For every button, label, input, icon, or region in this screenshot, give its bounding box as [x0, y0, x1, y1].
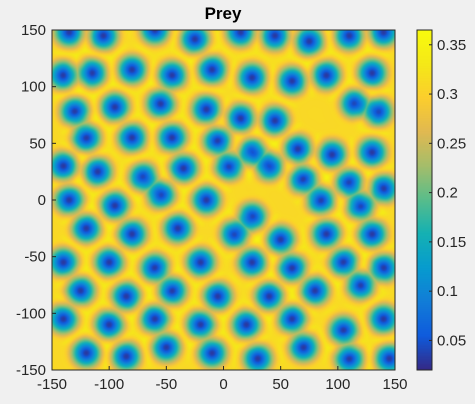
colorbar-tick-label: 0.05 — [437, 332, 466, 349]
y-tick-label: -50 — [24, 249, 46, 266]
y-tick-label: 0 — [38, 192, 46, 209]
colorbar: 0.05 0.1 0.15 0.2 0.25 0.3 0.35 — [416, 29, 466, 371]
heatmap-image — [52, 30, 395, 370]
x-tick-label: 0 — [219, 376, 227, 393]
x-tick-label: 50 — [272, 376, 289, 393]
x-tick-label: -50 — [155, 376, 177, 393]
colorbar-tick-label: 0.3 — [437, 86, 458, 103]
y-axis: -150 -100 -50 0 50 100 150 — [16, 22, 56, 379]
x-axis: -150 -100 -50 0 50 100 150 — [37, 366, 408, 393]
x-tick-label: -100 — [94, 376, 124, 393]
y-tick-label: 50 — [29, 135, 46, 152]
colorbar-tick-label: 0.35 — [437, 37, 466, 54]
colorbar-tick-label: 0.2 — [437, 185, 458, 202]
colorbar-gradient — [417, 30, 432, 370]
colorbar-tick-label: 0.15 — [437, 234, 466, 251]
x-tick-label: 100 — [325, 376, 350, 393]
y-tick-label: -100 — [16, 305, 46, 322]
colorbar-frame — [416, 29, 433, 371]
y-tick-label: -150 — [16, 362, 46, 379]
colorbar-tick-label: 0.1 — [437, 283, 458, 300]
plot-area — [51, 29, 396, 371]
y-tick-label: 150 — [21, 22, 46, 39]
y-tick-label: 100 — [21, 79, 46, 96]
chart-title: Prey — [205, 4, 242, 23]
x-tick-label: -150 — [37, 376, 67, 393]
x-tick-label: 150 — [382, 376, 407, 393]
colorbar-tick-label: 0.25 — [437, 135, 466, 152]
